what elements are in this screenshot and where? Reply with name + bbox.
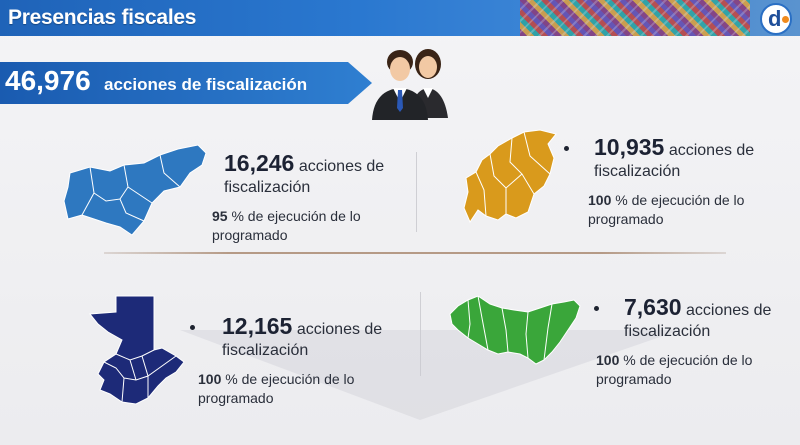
- bullet-region-3: [190, 325, 195, 330]
- region-1-unit2: fiscalización: [224, 179, 311, 196]
- region-2-unit: acciones de: [668, 142, 755, 159]
- page-title: Presencias fiscales: [8, 6, 197, 29]
- region-3-unit: acciones de: [296, 321, 383, 338]
- region-2-stat: 10,935 acciones de fiscalización 100 % d…: [588, 134, 755, 229]
- region-4-pct-text2: programado: [596, 371, 672, 387]
- region-4-percent: 100: [596, 352, 620, 368]
- bullet-region-2: [564, 146, 569, 151]
- region-3-percent: 100: [198, 371, 222, 387]
- map-region-orange: [463, 129, 557, 224]
- decorative-pattern: [520, 0, 750, 36]
- bullet-region-4: [594, 306, 599, 311]
- summary-banner: 46,976 acciones de fiscalización: [0, 62, 372, 104]
- region-4-unit2: fiscalización: [624, 323, 711, 340]
- region-1-pct-text: % de ejecución de lo: [231, 208, 361, 224]
- region-1-stat: 16,246 acciones de fiscalización 95 % de…: [212, 150, 385, 245]
- region-1-percent: 95: [212, 208, 228, 224]
- region-2-unit2: fiscalización: [594, 163, 681, 180]
- region-3-unit2: fiscalización: [222, 342, 309, 359]
- region-3-stat: 12,165 acciones de fiscalización 100 % d…: [198, 313, 383, 408]
- map-region-green: [449, 295, 581, 365]
- region-3-value: 12,165: [222, 313, 293, 339]
- divider-horizontal: [104, 252, 726, 254]
- region-1-value: 16,246: [224, 150, 295, 176]
- divider-vertical-top: [416, 152, 417, 232]
- map-region-navy: [89, 295, 185, 405]
- region-4-stat: 7,630 acciones de fiscalización 100 % de…: [596, 294, 772, 389]
- region-4-unit: acciones de: [686, 302, 772, 319]
- region-2-percent: 100: [588, 192, 612, 208]
- region-2-pct-text: % de ejecución de lo: [615, 192, 745, 208]
- region-1-pct-text2: programado: [212, 227, 288, 243]
- title-bar: Presencias fiscales d: [0, 0, 800, 36]
- region-3-pct-text2: programado: [198, 390, 274, 406]
- region-4-pct-text: % de ejecución de lo: [623, 352, 753, 368]
- region-2-value: 10,935: [594, 134, 665, 160]
- region-3-pct-text: % de ejecución de lo: [225, 371, 355, 387]
- region-2-pct-text2: programado: [588, 211, 664, 227]
- d-logo-icon: d: [760, 3, 792, 35]
- summary-label: acciones de fiscalización: [104, 75, 308, 94]
- region-4-value: 7,630: [624, 294, 682, 320]
- divider-vertical-bottom: [420, 292, 421, 376]
- map-region-blue: [63, 144, 207, 236]
- summary-total: 46,976: [5, 65, 91, 96]
- region-1-unit: acciones de: [298, 158, 385, 175]
- people-icon: [372, 49, 448, 120]
